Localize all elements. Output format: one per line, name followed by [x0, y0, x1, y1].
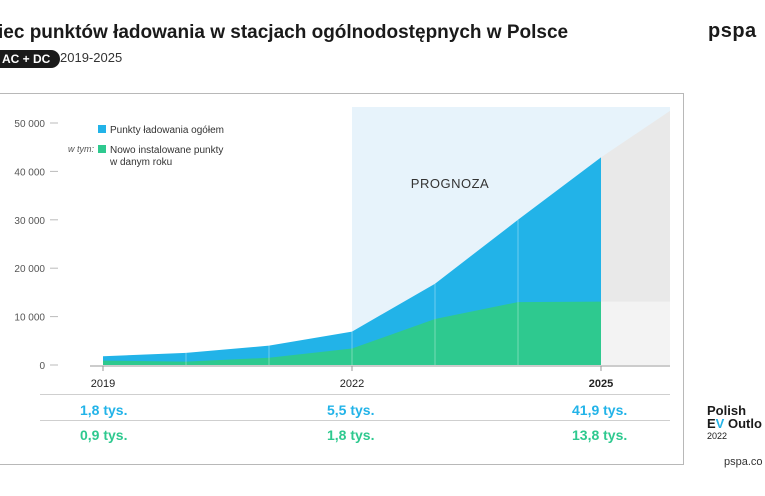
- legend-swatch-total: [98, 125, 106, 133]
- y-tick-label: 40 000: [14, 167, 45, 178]
- stats-divider-top: [40, 394, 670, 395]
- stats-divider-middle: [40, 420, 670, 421]
- outlook-year: 2022: [707, 431, 728, 441]
- outlook-line1: Polish: [707, 403, 747, 418]
- area-chart: 0 10 000 20 000 30 000 40 000 50 000 2019 2022 2…: [14, 107, 670, 390]
- forecast-label: PROGNOZA: [411, 176, 489, 191]
- forecast-extension-total: [601, 110, 670, 366]
- x-tick-label: 2022: [340, 378, 364, 390]
- stat-total-2022: 5,5 tys.: [327, 402, 375, 418]
- y-tick-label: 10 000: [14, 313, 45, 324]
- stat-new-2025: 13,8 tys.: [572, 427, 628, 443]
- outlook-v: V: [715, 416, 725, 431]
- y-tick-label: 20 000: [14, 264, 45, 275]
- y-tick-label: 50 000: [14, 119, 45, 130]
- chart-frame: [0, 93, 684, 465]
- stat-total-2025: 41,9 tys.: [572, 402, 628, 418]
- x-tick-label: 2025: [589, 378, 613, 390]
- stat-new-2022: 1,8 tys.: [327, 427, 375, 443]
- outlook-e: E: [707, 416, 716, 431]
- y-tick-label: 30 000: [14, 216, 45, 227]
- stat-total-2019: 1,8 tys.: [80, 402, 128, 418]
- legend-label-total: Punkty ładowania ogółem: [110, 125, 224, 136]
- legend-swatch-new: [98, 145, 106, 153]
- polish-ev-outlook-logo: Polish EV Outlo 2022: [707, 404, 762, 443]
- legend-label-new: Nowo instalowane punkty: [110, 145, 223, 156]
- x-tick-label: 2019: [91, 378, 115, 390]
- page-title: iec punktów ładowania w stacjach ogólnod…: [0, 22, 569, 43]
- site-url: pspa.co: [724, 456, 763, 468]
- outlook-rest: Outlo: [724, 416, 762, 431]
- forecast-extension-new: [601, 301, 670, 365]
- legend-label-new: w danym roku: [109, 157, 172, 168]
- stat-new-2019: 0,9 tys.: [80, 427, 128, 443]
- series-new-area: [103, 301, 601, 365]
- legend-prefix: w tym:: [68, 144, 94, 154]
- y-tick-label: 0: [39, 361, 45, 372]
- date-range-subtitle: 2019-2025: [60, 50, 123, 65]
- ac-dc-badge: AC + DC: [0, 50, 61, 68]
- pspa-logo: pspa: [708, 20, 757, 42]
